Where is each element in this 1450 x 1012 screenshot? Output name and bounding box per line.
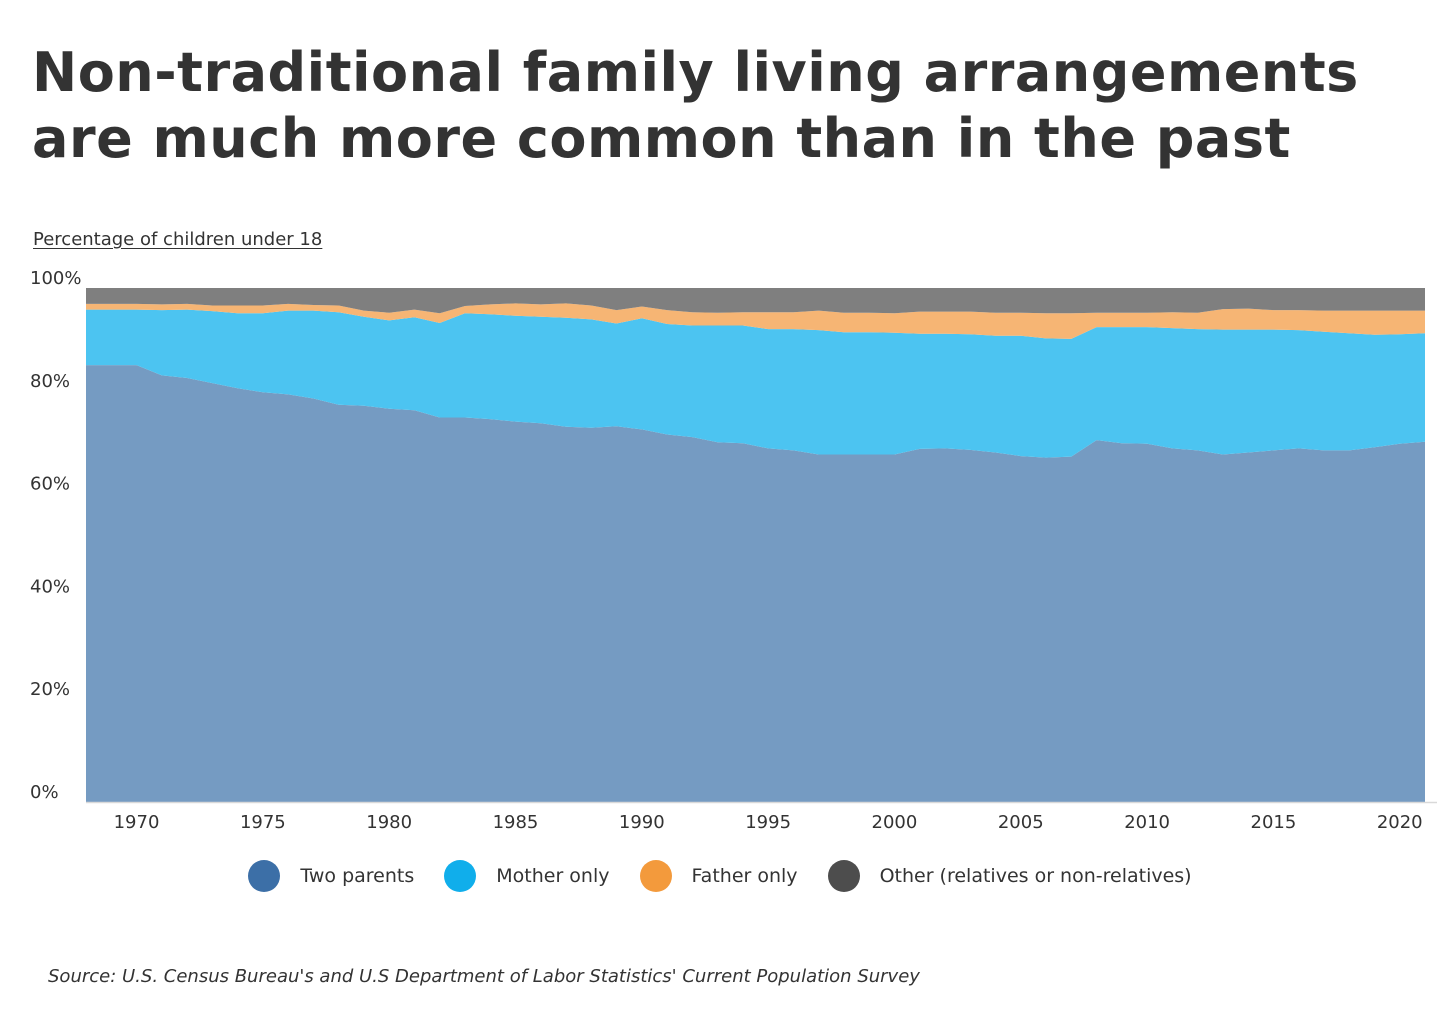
legend-label: Other (relatives or non-relatives) — [879, 865, 1192, 887]
chart-legend: Two parents Mother only Father only Othe… — [0, 860, 1450, 892]
y-tick-label: 20% — [30, 679, 70, 700]
x-tick-label: 1990 — [619, 812, 665, 833]
area-series-group — [86, 288, 1425, 802]
source-note: Source: U.S. Census Bureau's and U.S Dep… — [48, 966, 920, 987]
x-tick-label: 2010 — [1124, 812, 1170, 833]
area-series-father-only — [86, 303, 1425, 339]
legend-label: Father only — [691, 865, 798, 887]
x-tick-label: 1985 — [493, 812, 539, 833]
legend-label: Two parents — [300, 865, 415, 887]
legend-item-mother-only[interactable]: Mother only — [444, 860, 619, 892]
x-tick-label: 1975 — [240, 812, 286, 833]
x-tick-label: 2000 — [872, 812, 918, 833]
y-tick-label: 40% — [30, 576, 70, 597]
y-tick-label: 0% — [30, 782, 59, 803]
x-tick-label: 1980 — [366, 812, 412, 833]
legend-item-two-parents[interactable]: Two parents — [248, 860, 424, 892]
y-tick-label: 60% — [30, 474, 70, 495]
x-tick-label: 1970 — [114, 812, 160, 833]
chart-subtitle: Percentage of children under 18 — [33, 229, 323, 250]
area-series-other-relatives-or-non-relatives — [86, 288, 1425, 314]
legend-swatch-other — [827, 860, 860, 892]
y-axis-ticks: 0% 20% 40% 60% 80% 100% — [30, 270, 81, 803]
legend-swatch-two-parents — [248, 860, 281, 892]
x-tick-label: 2020 — [1377, 812, 1423, 833]
x-tick-label: 2005 — [998, 812, 1044, 833]
x-axis-ticks: 1970 1975 1980 1985 1990 1995 2000 2005 2010 2015… — [114, 812, 1423, 833]
x-tick-label: 1995 — [745, 812, 791, 833]
legend-item-other[interactable]: Other (relatives or non-relatives) — [827, 860, 1202, 892]
area-series-mother-only — [86, 309, 1425, 458]
legend-label: Mother only — [496, 865, 610, 887]
y-tick-label: 80% — [30, 371, 70, 392]
legend-item-father-only[interactable]: Father only — [639, 860, 808, 892]
legend-swatch-mother-only — [444, 860, 477, 892]
x-tick-label: 2015 — [1251, 812, 1297, 833]
stacked-area-chart: 0%20%40%60%80%100% 1970 1975 1980 1985 1990 1… — [30, 270, 1437, 833]
area-series-two-parents — [86, 365, 1425, 802]
legend-swatch-father-only — [639, 860, 672, 892]
chart-title: Non-traditional family living arrangemen… — [32, 41, 1359, 170]
y-tick-label: 100% — [30, 270, 81, 289]
